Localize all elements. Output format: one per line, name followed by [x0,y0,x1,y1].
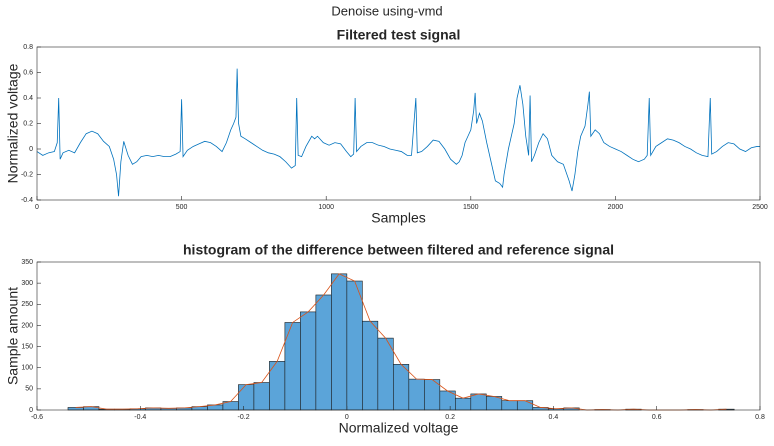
histogram-bar [516,400,534,411]
histogram-bar [393,364,410,411]
y-tick-label: 0 [29,146,33,153]
y-tick-label: -0.2 [21,171,33,178]
y-tick-label: 0.8 [23,44,33,51]
x-tick-label: -0.2 [238,414,250,421]
x-tick-label: -0.6 [31,414,43,421]
histogram-bar [362,320,379,411]
y-tick-label: 150 [21,343,33,350]
y-tick-label: 0.2 [23,120,33,127]
histogram-bar [501,400,518,411]
y-tick-label: -0.4 [21,197,33,204]
histogram-bar [300,311,317,411]
histogram-bar [470,393,487,411]
figure-title: Denoise using-vmd [331,3,442,18]
y-tick-label: 350 [21,259,33,266]
histogram-bar [485,396,503,411]
y-tick-label: 0 [29,407,33,414]
y-tick-label: 50 [25,386,33,393]
histogram-bar [424,379,441,411]
x-tick-label: 500 [176,204,188,211]
x-tick-label: 2500 [752,204,768,211]
y-tick-label: 0.4 [23,95,33,102]
x-tick-label: 0.4 [549,414,559,421]
histogram-bar [315,294,332,411]
histogram-bar [408,378,425,411]
x-tick-label: 0.8 [755,414,765,421]
x-tick-label: -0.4 [134,414,146,421]
x-tick-label: 0.6 [652,414,662,421]
histogram-bar [253,382,270,411]
y-tick-label: 300 [21,280,33,287]
histogram-bar [377,337,394,411]
histogram-bar [238,384,255,411]
x-tick-label: 0 [345,414,349,421]
chart-title: Filtered test signal [337,27,461,43]
y-tick-label: 200 [21,322,33,329]
signal-line [36,68,760,197]
histogram-bar [455,397,472,411]
y-tick-label: 250 [21,301,33,308]
y-axis-label: Sample amount [5,287,21,385]
x-tick-label: 1500 [463,204,479,211]
histogram-bar [331,273,348,411]
chart-title: histogram of the difference between filt… [183,242,614,258]
x-tick-label: 0.2 [445,414,455,421]
x-tick-label: 2000 [608,204,624,211]
y-tick-label: 0.6 [23,69,33,76]
y-axis-label: Normalized voltage [5,63,21,183]
x-tick-label: 0 [35,204,39,211]
x-axis-label: Normalized voltage [339,420,459,436]
histogram-bar [67,407,84,411]
axes-box [36,261,761,411]
x-axis-label: Samples [371,210,425,226]
y-tick-label: 100 [21,365,33,372]
histogram-bar [346,280,363,411]
x-tick-label: 1000 [318,204,334,211]
